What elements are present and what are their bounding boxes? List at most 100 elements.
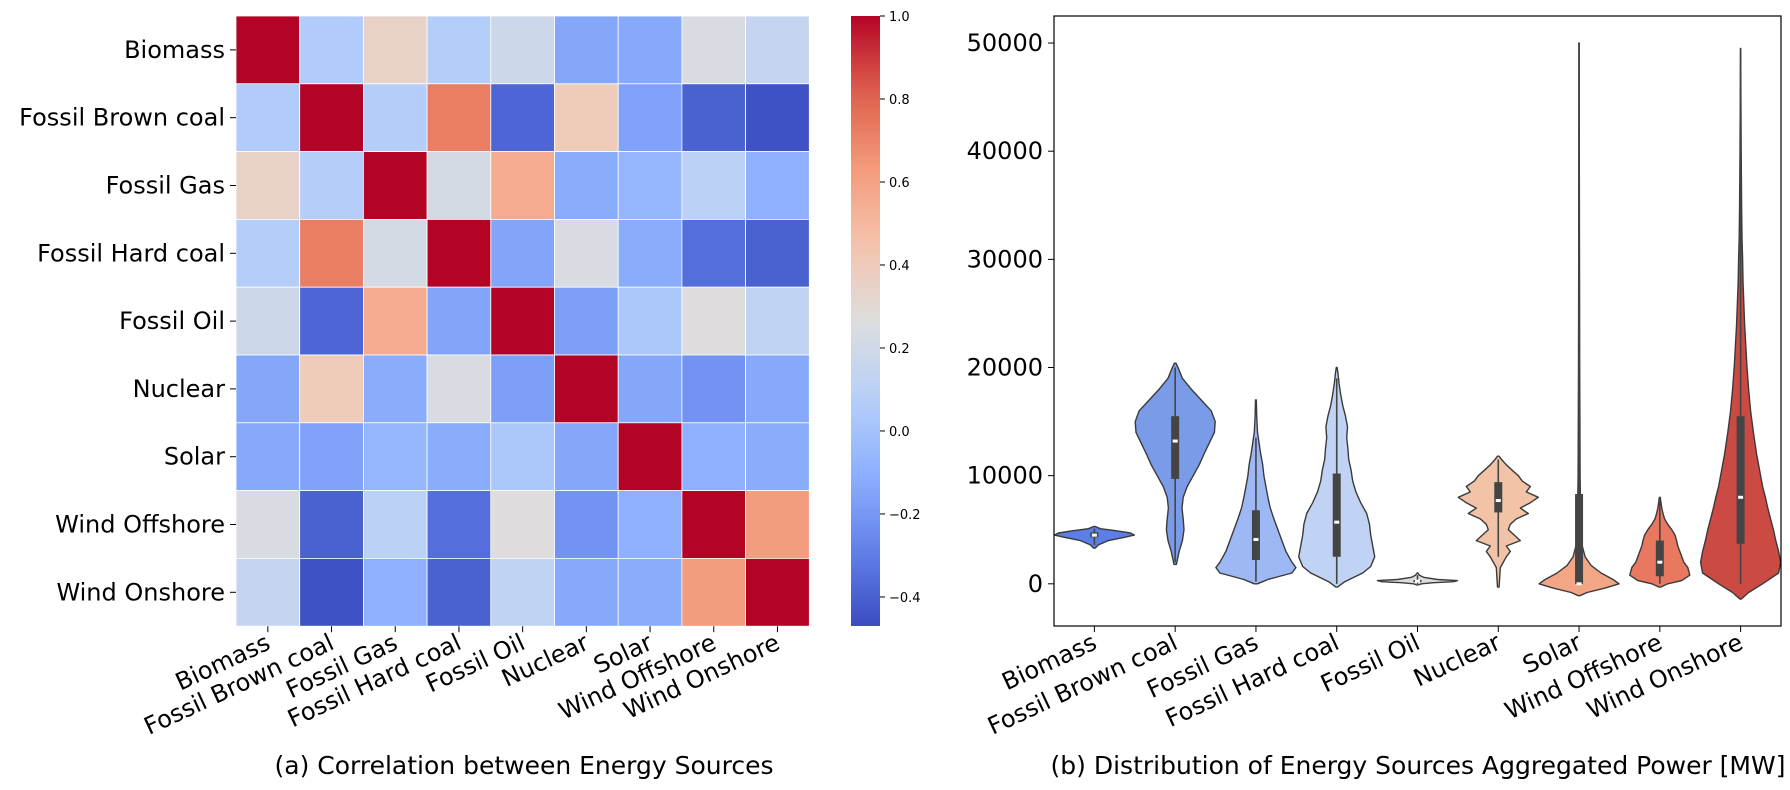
violin-plot xyxy=(1053,42,1782,600)
violin-y-tick-label: 30000 xyxy=(967,245,1043,273)
heatmap-cell-fossil-gas-nuclear xyxy=(554,151,619,220)
heatmap-cell-fossil-brown-coal-wind-offshore xyxy=(681,83,747,153)
heatmap-cell-fossil-gas-solar xyxy=(617,151,683,220)
heatmap-row-label: Fossil Gas xyxy=(106,172,225,200)
heatmap-cell-fossil-hard-coal-biomass xyxy=(235,218,301,288)
heatmap-cell-biomass-wind-offshore xyxy=(681,15,747,85)
heatmap-row-label: Biomass xyxy=(124,36,225,64)
violin-median-solar xyxy=(1576,582,1582,586)
heatmap-cell-wind-offshore-fossil-oil xyxy=(490,490,555,559)
heatmap-cell-nuclear-wind-onshore xyxy=(745,354,810,424)
heatmap-row-labels: Biomass Fossil Brown coal Fossil Gas Fossil… xyxy=(19,36,236,606)
heatmap-cell-biomass-fossil-oil xyxy=(490,15,555,85)
heatmap-cell-wind-offshore-fossil-gas xyxy=(362,490,428,559)
heatmap-cell-fossil-hard-coal-wind-onshore xyxy=(745,218,810,288)
heatmap-cell-fossil-brown-coal-fossil-hard-coal xyxy=(426,83,492,153)
heatmap-cell-fossil-brown-coal-biomass xyxy=(235,83,301,153)
violin-iqr-wind-onshore xyxy=(1736,416,1745,544)
heatmap-cell-nuclear-biomass xyxy=(235,354,301,424)
heatmap-cell-fossil-brown-coal-fossil-oil xyxy=(490,83,555,153)
heatmap-cell-wind-onshore-fossil-brown-coal xyxy=(299,558,364,627)
heatmap-cell-biomass-nuclear xyxy=(554,15,619,85)
violin-median-fossil-oil xyxy=(1415,579,1420,583)
heatmap-cell-wind-onshore-fossil-oil xyxy=(490,558,555,627)
heatmap-cell-biomass-biomass xyxy=(235,15,301,85)
violin-iqr-solar xyxy=(1575,494,1584,584)
heatmap-cell-wind-onshore-wind-onshore xyxy=(745,558,810,627)
violin-iqr-fossil-hard-coal xyxy=(1332,473,1341,557)
heatmap-cell-wind-offshore-solar xyxy=(617,490,683,559)
heatmap-row-label: Fossil Oil xyxy=(119,307,225,335)
heatmap-cell-fossil-oil-fossil-gas xyxy=(362,286,428,356)
heatmap-row-label: Solar xyxy=(164,443,225,471)
violin-iqr-nuclear xyxy=(1494,482,1503,513)
heatmap-cell-fossil-gas-wind-offshore xyxy=(681,151,747,220)
violin-median-biomass xyxy=(1091,533,1097,537)
heatmap-cell-fossil-brown-coal-fossil-gas xyxy=(362,83,428,153)
colorbar-tick-label: 0.0 xyxy=(889,425,910,440)
heatmap-cell-fossil-gas-wind-onshore xyxy=(745,151,810,220)
heatmap-cell-biomass-fossil-brown-coal xyxy=(299,15,364,85)
heatmap-cell-wind-onshore-fossil-gas xyxy=(362,558,428,627)
violin-median-fossil-hard-coal xyxy=(1334,520,1340,524)
heatmap-cell-nuclear-wind-offshore xyxy=(681,354,747,424)
violin-x-tick-label: Nuclear xyxy=(1409,628,1505,692)
violin-iqr-fossil-gas xyxy=(1251,510,1260,561)
heatmap-cell-solar-wind-offshore xyxy=(681,422,747,491)
heatmap-cells xyxy=(235,15,810,627)
heatmap-cell-solar-fossil-gas xyxy=(362,422,428,491)
heatmap-cell-biomass-fossil-gas xyxy=(362,15,428,85)
heatmap-cell-solar-fossil-oil xyxy=(490,422,555,491)
heatmap-cell-wind-offshore-fossil-hard-coal xyxy=(426,490,492,559)
violin-iqr-wind-offshore xyxy=(1655,540,1664,577)
violin-y-tick-label: 20000 xyxy=(967,354,1043,382)
heatmap-cell-biomass-fossil-hard-coal xyxy=(426,15,492,85)
heatmap-cell-fossil-brown-coal-nuclear xyxy=(554,83,619,153)
heatmap-cell-fossil-hard-coal-wind-offshore xyxy=(681,218,747,288)
heatmap-cell-fossil-gas-fossil-gas xyxy=(362,151,428,220)
heatmap-cell-wind-onshore-biomass xyxy=(235,558,301,627)
violin-median-nuclear xyxy=(1495,499,1501,503)
heatmap-cell-wind-offshore-nuclear xyxy=(554,490,619,559)
colorbar-tick-label: 0.8 xyxy=(889,93,910,108)
heatmap-cell-fossil-brown-coal-solar xyxy=(617,83,683,153)
heatmap-cell-nuclear-nuclear xyxy=(554,354,619,424)
heatmap-cell-wind-onshore-fossil-hard-coal xyxy=(426,558,492,627)
heatmap-row-label: Wind Onshore xyxy=(56,578,225,606)
heatmap-cell-wind-offshore-fossil-brown-coal xyxy=(299,490,364,559)
heatmap-cell-wind-offshore-wind-offshore xyxy=(681,490,747,559)
violin-y-tick-label: 0 xyxy=(1028,570,1043,598)
heatmap-cell-fossil-hard-coal-fossil-gas xyxy=(362,218,428,288)
heatmap-cell-fossil-gas-fossil-oil xyxy=(490,151,555,220)
heatmap-cell-fossil-oil-wind-offshore xyxy=(681,286,747,356)
heatmap-cell-nuclear-solar xyxy=(617,354,683,424)
heatmap-cell-nuclear-fossil-gas xyxy=(362,354,428,424)
violin-y-tick-label: 40000 xyxy=(967,137,1043,165)
heatmap-row-label: Fossil Hard coal xyxy=(37,239,225,267)
heatmap-cell-solar-wind-onshore xyxy=(745,422,810,491)
heatmap-row-label: Wind Offshore xyxy=(55,511,225,539)
heatmap-cell-wind-offshore-wind-onshore xyxy=(745,490,810,559)
violin-median-fossil-brown-coal xyxy=(1172,439,1178,443)
heatmap-cell-solar-fossil-hard-coal xyxy=(426,422,492,491)
heatmap-cell-fossil-oil-biomass xyxy=(235,286,301,356)
violin-iqr-fossil-brown-coal xyxy=(1171,416,1180,479)
heatmap-row-label: Nuclear xyxy=(133,375,226,403)
heatmap-cell-fossil-oil-fossil-oil xyxy=(490,286,555,356)
heatmap-cell-solar-nuclear xyxy=(554,422,619,491)
colorbar-tick-label: 1.0 xyxy=(889,10,910,25)
heatmap-cell-biomass-wind-onshore xyxy=(745,15,810,85)
heatmap-caption: (a) Correlation between Energy Sources xyxy=(275,751,774,780)
violin-y-ticks: 0 10000 20000 30000 40000 50000 xyxy=(967,29,1054,598)
colorbar-ticks: 1.0 0.8 0.6 0.4 0.2 0.0 −0.2 −0.4 xyxy=(880,10,921,606)
heatmap-cell-wind-onshore-solar xyxy=(617,558,683,627)
heatmap-cell-fossil-oil-nuclear xyxy=(554,286,619,356)
heatmap-cell-fossil-hard-coal-solar xyxy=(617,218,683,288)
heatmap-cell-nuclear-fossil-hard-coal xyxy=(426,354,492,424)
heatmap-cell-fossil-hard-coal-fossil-brown-coal xyxy=(299,218,364,288)
heatmap-cell-fossil-hard-coal-nuclear xyxy=(554,218,619,288)
violin-median-fossil-gas xyxy=(1253,537,1259,541)
